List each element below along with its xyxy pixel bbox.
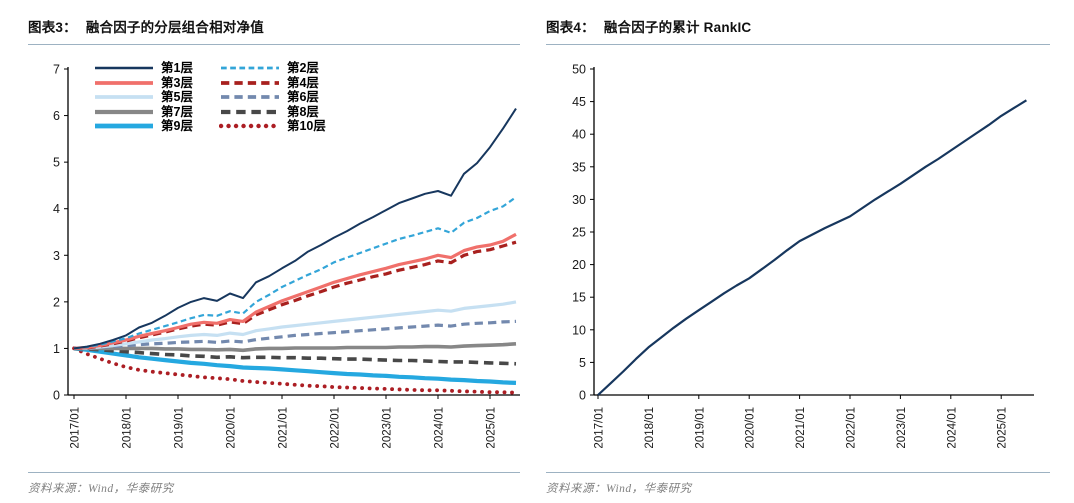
legend-item-第4层: 第4层: [219, 76, 326, 91]
y-axis-label: 40: [572, 128, 586, 142]
legend-item-第5层: 第5层: [93, 90, 193, 105]
legend-label: 第5层: [161, 90, 193, 104]
legend-swatch-line: [95, 80, 153, 85]
x-axis-label: 2019/01: [174, 407, 186, 449]
figure4-label: 图表4：: [546, 20, 595, 35]
x-axis-label: 2024/01: [946, 407, 958, 449]
legend-item-第3层: 第3层: [93, 76, 193, 91]
y-axis-label: 10: [572, 323, 586, 337]
legend-item-第9层: 第9层: [93, 119, 193, 134]
series-line-第7层: [74, 342, 517, 353]
figure3-panel: 图表3： 融合因子的分层组合相对净值 0 1 2 3 4 5 6 7 2017/01 2018/01…: [28, 16, 520, 497]
legend-swatch-line: [95, 95, 153, 100]
x-axis-label: 2021/01: [278, 407, 290, 449]
legend-label: 第3层: [161, 75, 193, 90]
y-axis-label: 5: [579, 356, 586, 370]
legend-swatch-line: [218, 124, 281, 129]
legend-item-第2层: 第2层: [219, 61, 326, 76]
x-axis-label: 2024/01: [434, 407, 446, 449]
legend-item-第7层: 第7层: [93, 105, 193, 120]
legend-label: 第6层: [286, 90, 319, 104]
series-line-第5层: [73, 300, 517, 350]
y-axis-label: 1: [53, 342, 60, 356]
figure3-source-text: 资料来源：Wind，华泰研究: [28, 483, 174, 495]
figure4-panel: 图表4： 融合因子的累计 RankIC 0 5 10 15 20 25 30 35 40 45 50 2…: [537, 0, 1074, 503]
x-axis-label: 2023/01: [896, 407, 908, 449]
legend-swatch-line: [220, 66, 279, 70]
figure3-title-row: 图表3： 融合因子的分层组合相对净值: [28, 16, 520, 45]
x-axis-label: 2022/01: [846, 407, 858, 449]
y-axis-label: 3: [53, 249, 60, 263]
figure3-legend: 第1层 第3层 第5层 第7层 第9层 第2层 第4层 第6层 第8层 第10层: [93, 61, 326, 134]
legend-label: 第2层: [286, 61, 319, 75]
y-axis-label: 25: [572, 226, 586, 240]
legend-swatch-line: [95, 66, 153, 70]
legend-swatch-line: [220, 109, 279, 114]
y-axis-label: 45: [572, 95, 586, 109]
x-axis-label: 2020/01: [226, 407, 238, 449]
x-axis-label: 2017/01: [594, 407, 606, 449]
figure3-heading: 融合因子的分层组合相对净值: [85, 20, 264, 35]
legend-item-第8层: 第8层: [219, 105, 326, 120]
y-axis-label: 15: [572, 291, 586, 305]
series-line-第2层: [73, 196, 517, 350]
figure4-source-row: 资料来源：Wind，华泰研究: [546, 472, 1050, 497]
legend-label: 第10层: [286, 119, 326, 133]
legend-label: 第9层: [161, 119, 193, 133]
y-axis-label: 0: [579, 389, 586, 403]
x-axis-label: 2018/01: [644, 407, 656, 449]
x-axis-label: 2019/01: [694, 407, 706, 449]
series-line-第10层: [72, 346, 518, 395]
y-axis-label: 0: [53, 389, 60, 403]
x-axis-label: 2025/01: [486, 407, 498, 449]
y-axis-label: 20: [572, 258, 586, 272]
series-line-第9层: [73, 346, 517, 385]
series-line-第8层: [73, 346, 517, 366]
x-axis-label: 2017/01: [70, 407, 82, 449]
y-axis-label: 5: [53, 156, 60, 170]
legend-item-第6层: 第6层: [219, 90, 326, 105]
y-axis-label: 50: [572, 63, 586, 77]
series-line-累计RankIC: [597, 99, 1027, 396]
legend-swatch-line: [95, 109, 153, 114]
figure3-label: 图表3：: [28, 20, 77, 35]
legend-swatch-line: [220, 95, 279, 100]
x-axis-label: 2023/01: [382, 407, 394, 449]
cumulative-rankic-chart: 0 5 10 15 20 25 30 35 40 45 50 2017/01 2018/01 2019/0…: [572, 63, 1034, 449]
figure4-source-text: 资料来源：Wind，华泰研究: [546, 483, 692, 495]
x-axis-label: 2021/01: [795, 407, 807, 449]
legend-item-第1层: 第1层: [93, 61, 193, 76]
x-axis-label: 2020/01: [745, 407, 757, 449]
x-axis-label: 2025/01: [997, 407, 1009, 449]
y-axis-label: 7: [53, 63, 60, 77]
figure4-title-row: 图表4： 融合因子的累计 RankIC: [546, 16, 1050, 45]
x-axis-label: 2022/01: [330, 407, 342, 449]
y-axis-label: 30: [572, 193, 586, 207]
legend-label: 第1层: [161, 61, 193, 75]
series-line-第3层: [73, 232, 517, 350]
legend-label: 第4层: [286, 75, 319, 90]
y-axis-label: 35: [572, 160, 586, 174]
y-axis-label: 6: [53, 109, 60, 123]
y-axis-label: 4: [53, 202, 60, 216]
series-line-第6层: [74, 319, 517, 350]
x-axis-label: 2018/01: [122, 407, 134, 449]
legend-label: 第8层: [286, 104, 319, 119]
legend-swatch-line: [95, 123, 153, 129]
legend-item-第10层: 第10层: [218, 119, 326, 134]
figure4-heading: 融合因子的累计 RankIC: [603, 20, 752, 35]
legend-label: 第7层: [161, 104, 193, 119]
layered-net-value-chart: 0 1 2 3 4 5 6 7 2017/01 2018/01 2019/01 2020/01 2021…: [53, 63, 520, 449]
y-axis-label: 2: [53, 295, 60, 309]
series-line-第1层: [73, 108, 517, 350]
legend-swatch-line: [220, 80, 279, 85]
figure3-source-row: 资料来源：Wind，华泰研究: [28, 472, 520, 497]
